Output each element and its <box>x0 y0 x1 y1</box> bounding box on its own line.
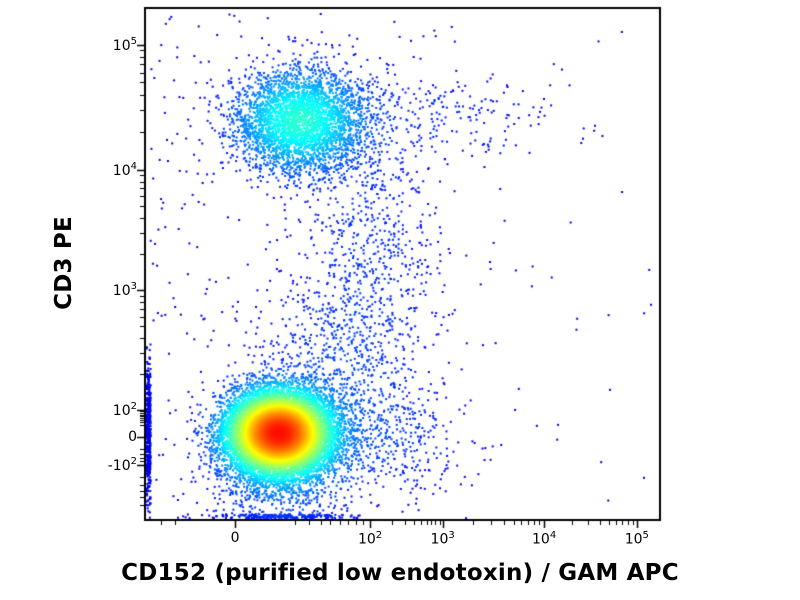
x-tick-label: 105 <box>624 530 649 548</box>
y-tick-label: 0 <box>128 429 137 446</box>
x-tick-label: 103 <box>430 530 455 548</box>
y-tick-label: 104 <box>112 160 137 179</box>
x-axis-title: CD152 (purified low endotoxin) / GAM APC <box>121 560 679 586</box>
y-axis-title: CD3 PE <box>51 216 77 310</box>
y-tick-label: 105 <box>112 36 137 54</box>
x-tick-label: 104 <box>532 530 557 548</box>
y-tick-label: -102 <box>107 456 137 475</box>
x-tick-label: 102 <box>357 530 383 548</box>
x-tick-label: 0 <box>230 530 240 546</box>
y-tick-label: 103 <box>112 281 137 299</box>
y-tick-label: 102 <box>112 401 137 419</box>
